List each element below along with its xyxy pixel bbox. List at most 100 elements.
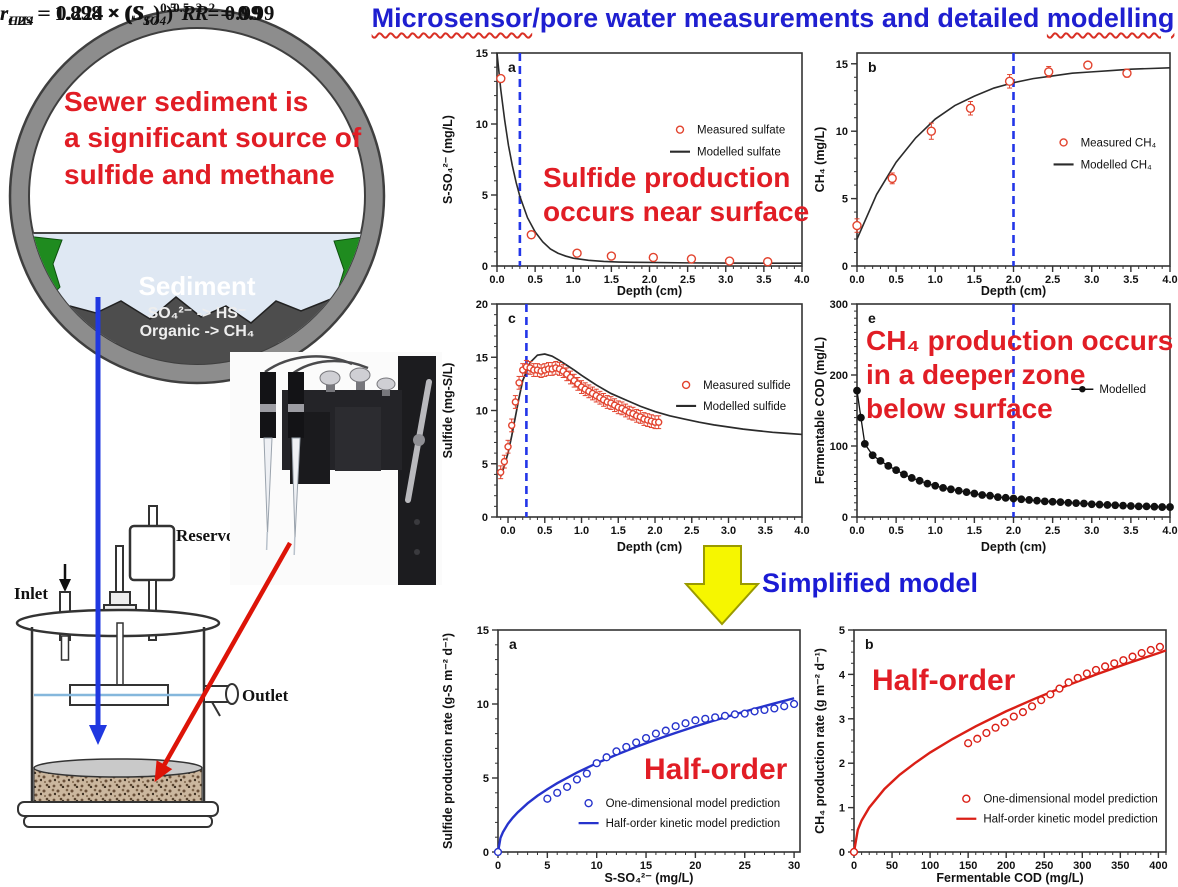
svg-text:4: 4 [839, 669, 846, 681]
svg-text:10: 10 [476, 119, 488, 131]
svg-text:0.0: 0.0 [849, 274, 864, 286]
microsensor-probe [263, 437, 273, 535]
svg-text:Modelled sulfide: Modelled sulfide [703, 401, 786, 413]
svg-text:4.0: 4.0 [1162, 274, 1177, 286]
lever-pivot [413, 434, 425, 446]
svg-text:2.5: 2.5 [1045, 274, 1060, 286]
chart-cod-profile: 0.0 0.5 1.0 1.5 2.0 2.5 3.0 3.5 4.0 0 100 200 300 Dep… [812, 288, 1178, 556]
svg-text:200: 200 [997, 860, 1015, 872]
svg-text:3.5: 3.5 [756, 274, 771, 286]
svg-text:CH₄ production rate (g m⁻² d⁻¹: CH₄ production rate (g m⁻² d⁻¹) [813, 648, 827, 834]
svg-text:3.5: 3.5 [1123, 525, 1138, 537]
svg-text:Modelled CH₄: Modelled CH₄ [1081, 159, 1152, 171]
svg-text:2.0: 2.0 [647, 525, 662, 537]
svg-text:2.5: 2.5 [1045, 525, 1060, 537]
svg-text:30: 30 [788, 860, 800, 872]
sensor-cable [291, 359, 369, 376]
svg-text:Fermentable COD (mg/L): Fermentable COD (mg/L) [813, 337, 827, 484]
svg-text:Depth (cm): Depth (cm) [617, 284, 682, 298]
svg-text:15: 15 [476, 48, 488, 60]
svg-text:5: 5 [483, 773, 489, 785]
chart-sulfide-profile: 0.0 0.5 1.0 1.5 2.0 2.5 3.0 3.5 4.0 0 5 10 15 20 Depth… [440, 288, 810, 556]
svg-text:Modelled sulfate: Modelled sulfate [697, 147, 781, 159]
svg-text:0: 0 [482, 261, 488, 273]
svg-text:1.5: 1.5 [604, 274, 619, 286]
inlet-tube-inside [60, 635, 70, 661]
svg-text:400: 400 [1149, 860, 1167, 872]
svg-text:One-dimensional model predicti: One-dimensional model prediction [606, 798, 781, 810]
svg-text:10: 10 [591, 860, 603, 872]
svg-text:0.5: 0.5 [888, 525, 903, 537]
svg-text:5: 5 [544, 860, 550, 872]
reservoir-body [128, 524, 176, 582]
svg-text:20: 20 [689, 860, 701, 872]
svg-text:Depth (cm): Depth (cm) [981, 284, 1046, 298]
svg-text:0: 0 [483, 847, 489, 859]
stirrer-coupler-top [109, 591, 131, 606]
adjust-knob [319, 370, 341, 386]
svg-text:0: 0 [495, 860, 501, 872]
svg-text:0: 0 [842, 261, 848, 273]
svg-text:4.0: 4.0 [794, 274, 809, 286]
svg-text:50: 50 [886, 860, 898, 872]
microsensor-probe [291, 437, 301, 540]
svg-text:15: 15 [836, 59, 848, 71]
svg-text:a: a [509, 636, 517, 652]
outlet-spout [211, 701, 221, 717]
svg-text:Fermentable COD (mg/L): Fermentable COD (mg/L) [936, 871, 1083, 885]
stirrer-shaft-inside [116, 622, 124, 686]
svg-text:e: e [868, 310, 876, 326]
base-lower [23, 815, 213, 828]
svg-text:2.0: 2.0 [1006, 525, 1021, 537]
svg-text:Measured sulfate: Measured sulfate [697, 125, 785, 137]
chart-sulfate-profile: 0.0 0.5 1.0 1.5 2.0 2.5 3.0 3.5 4.0 0 5 10 15 Depth (… [440, 40, 810, 300]
svg-text:3.0: 3.0 [718, 274, 733, 286]
microsensor-photo [230, 352, 442, 585]
svg-text:Measured sulfide: Measured sulfide [703, 380, 791, 392]
svg-text:10: 10 [476, 406, 488, 418]
svg-text:S-SO₄²⁻ (mg/L): S-SO₄²⁻ (mg/L) [441, 115, 455, 204]
svg-text:0: 0 [482, 512, 488, 524]
svg-text:3: 3 [839, 714, 845, 726]
svg-text:2.0: 2.0 [642, 274, 657, 286]
svg-text:0: 0 [851, 860, 857, 872]
svg-text:100: 100 [830, 441, 848, 453]
svg-text:300: 300 [830, 299, 848, 311]
sewer-pipe-diagram [8, 7, 386, 385]
svg-text:10: 10 [836, 126, 848, 138]
svg-text:100: 100 [921, 860, 939, 872]
svg-text:20: 20 [476, 299, 488, 311]
svg-text:1.0: 1.0 [928, 525, 943, 537]
svg-text:0.0: 0.0 [489, 274, 504, 286]
svg-text:S-SO₄²⁻ (mg/L): S-SO₄²⁻ (mg/L) [605, 871, 694, 885]
inlet-arrowhead [59, 579, 71, 592]
svg-text:Half-order kinetic model predi: Half-order kinetic model prediction [606, 818, 781, 830]
svg-text:0.0: 0.0 [500, 525, 515, 537]
svg-text:1: 1 [839, 803, 845, 815]
svg-text:c: c [508, 310, 516, 326]
svg-text:b: b [865, 636, 874, 652]
svg-text:5: 5 [482, 190, 488, 202]
chart-methane-rate: 0 50 100 150 200 250 300 350 400 0 1 2 3 4 5 Fermentabl… [812, 616, 1178, 887]
svg-text:1.0: 1.0 [566, 274, 581, 286]
sediment-surface [33, 758, 203, 778]
svg-text:1.0: 1.0 [928, 274, 943, 286]
svg-text:25: 25 [739, 860, 751, 872]
svg-text:2.5: 2.5 [684, 525, 699, 537]
svg-text:Measured CH₄: Measured CH₄ [1081, 137, 1157, 149]
svg-text:4.0: 4.0 [794, 525, 809, 537]
svg-text:0.5: 0.5 [888, 274, 903, 286]
svg-text:0: 0 [842, 512, 848, 524]
svg-text:5: 5 [482, 459, 488, 471]
svg-text:Depth (cm): Depth (cm) [617, 540, 682, 554]
svg-text:2.0: 2.0 [1006, 274, 1021, 286]
svg-text:15: 15 [477, 625, 489, 637]
svg-text:2.5: 2.5 [680, 274, 695, 286]
svg-text:CH₄ (mg/L): CH₄ (mg/L) [813, 127, 827, 193]
svg-text:0.5: 0.5 [527, 274, 542, 286]
svg-text:0: 0 [839, 847, 845, 859]
svg-text:250: 250 [1035, 860, 1053, 872]
svg-text:4.0: 4.0 [1162, 525, 1177, 537]
svg-text:a: a [508, 59, 516, 75]
